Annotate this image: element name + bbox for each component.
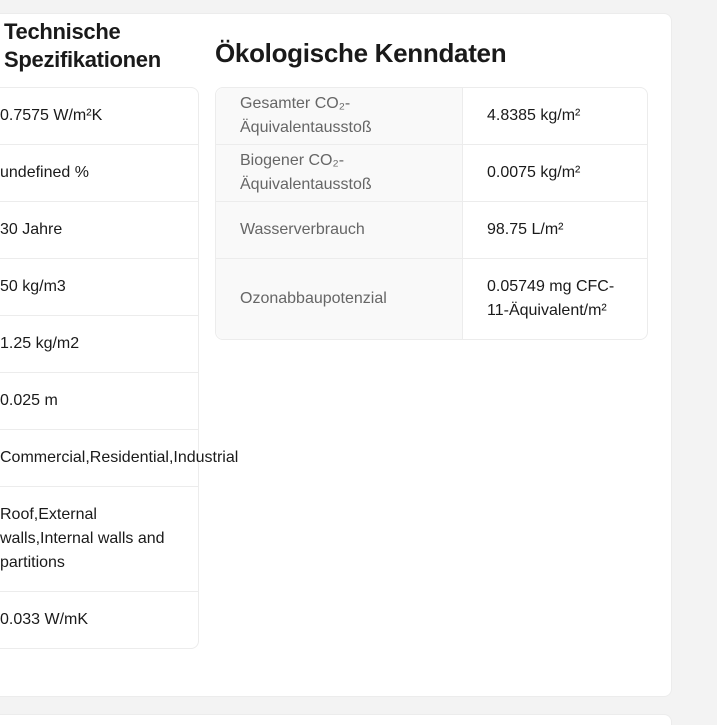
table-row: Roof,External walls,Internal walls and p… (0, 486, 198, 591)
spec-value: 1.25 kg/m2 (0, 335, 80, 352)
spec-value: undefined % (0, 164, 89, 181)
table-row: Wasserverbrauch 98.75 L/m² (216, 201, 647, 258)
table-row: 0.025 m (0, 372, 198, 429)
next-card (0, 714, 672, 725)
row-label: Ozonabbaupotenzial (216, 259, 463, 339)
row-label: Gesamter CO₂-Äquivalentausstoß (216, 88, 463, 144)
table-row: 0.7575 W/m²K (0, 88, 198, 144)
spec-value: 0.033 W/mK (0, 611, 89, 628)
table-row: undefined % (0, 144, 198, 201)
row-label: Wasserverbrauch (216, 202, 463, 258)
technical-specs-table: 0.7575 W/m²K undefined % 30 Jahre 50 kg/… (0, 87, 239, 649)
ecological-data-heading: Ökologische Kenndaten (215, 38, 507, 68)
spec-value: 0.025 m (0, 392, 58, 409)
ecological-data-table: Gesamter CO₂-Äquivalentausstoß 4.8385 kg/… (215, 87, 648, 340)
row-value: 4.8385 kg/m² (487, 107, 581, 124)
spec-value: 30 Jahre (0, 221, 63, 238)
table-row: Commercial,Residential,Industrial (0, 429, 239, 486)
row-value: 0.05749 mg CFC-11-Äquivalent/m² (487, 278, 615, 319)
row-value: 98.75 L/m² (487, 221, 564, 238)
table-row: 30 Jahre (0, 201, 198, 258)
row-label: Biogener CO₂-Äquivalentausstoß (216, 145, 463, 201)
table-row: Ozonabbaupotenzial 0.05749 mg CFC-11-Äqui… (216, 258, 647, 339)
table-row: 50 kg/m3 (0, 258, 198, 315)
table-row: 0.033 W/mK (0, 591, 198, 648)
table-row: Gesamter CO₂-Äquivalentausstoß 4.8385 kg/… (216, 88, 647, 144)
spec-value: 50 kg/m3 (0, 278, 66, 295)
technical-specs-heading: Technische Spezifikationen (4, 19, 161, 72)
spec-value: 0.7575 W/m²K (0, 107, 103, 124)
spec-value: Commercial,Residential,Industrial (0, 449, 239, 466)
spec-value: Roof,External walls,Internal walls and p… (0, 506, 165, 571)
row-value: 0.0075 kg/m² (487, 164, 581, 181)
table-row: 1.25 kg/m2 (0, 315, 198, 372)
table-row: Biogener CO₂-Äquivalentausstoß 0.0075 kg/… (216, 144, 647, 201)
